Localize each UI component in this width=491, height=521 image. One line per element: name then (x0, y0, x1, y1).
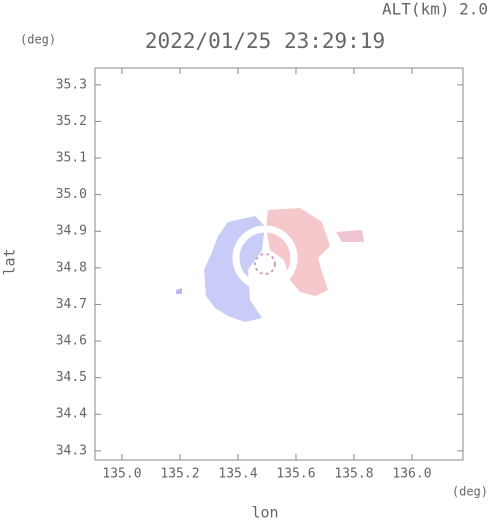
plot-frame (94, 67, 464, 461)
x-tick-label: 136.0 (392, 467, 431, 482)
y-tick-label: 35.0 (56, 187, 87, 202)
pink-echo (266, 208, 330, 296)
y-tick-label: 34.6 (56, 334, 87, 349)
x-tick-label: 135.4 (218, 467, 257, 482)
y-tick-label: 35.2 (56, 114, 87, 129)
y-tick-label: 35.1 (56, 151, 87, 166)
x-tick-label: 135.6 (276, 467, 315, 482)
y-tick-label: 34.5 (56, 370, 87, 385)
y-tick-label: 34.7 (56, 297, 87, 312)
range-ring (232, 225, 298, 291)
radar-echo (176, 208, 364, 322)
y-tick-label: 34.3 (56, 443, 87, 458)
y-tick-label: 35.3 (56, 77, 87, 92)
x-tick-label: 135.0 (102, 467, 141, 482)
x-axis-label: lon (251, 504, 278, 521)
altitude-label: ALT(km) 2.0 (382, 0, 488, 19)
blue-echo-small (176, 288, 182, 294)
y-axis-label: lat (1, 248, 19, 275)
x-tick-label: 135.2 (160, 467, 199, 482)
x-unit: (deg) (452, 485, 488, 499)
y-tick-label: 34.9 (56, 224, 87, 239)
pink-echo-small (336, 230, 364, 242)
y-tick-label: 34.4 (56, 407, 87, 422)
x-tick-label: 135.8 (334, 467, 373, 482)
y-unit: (deg) (20, 33, 56, 47)
chart-title: 2022/01/25 23:29:19 (145, 29, 385, 53)
y-tick-label: 34.8 (56, 260, 87, 275)
inner-ring (254, 253, 276, 275)
